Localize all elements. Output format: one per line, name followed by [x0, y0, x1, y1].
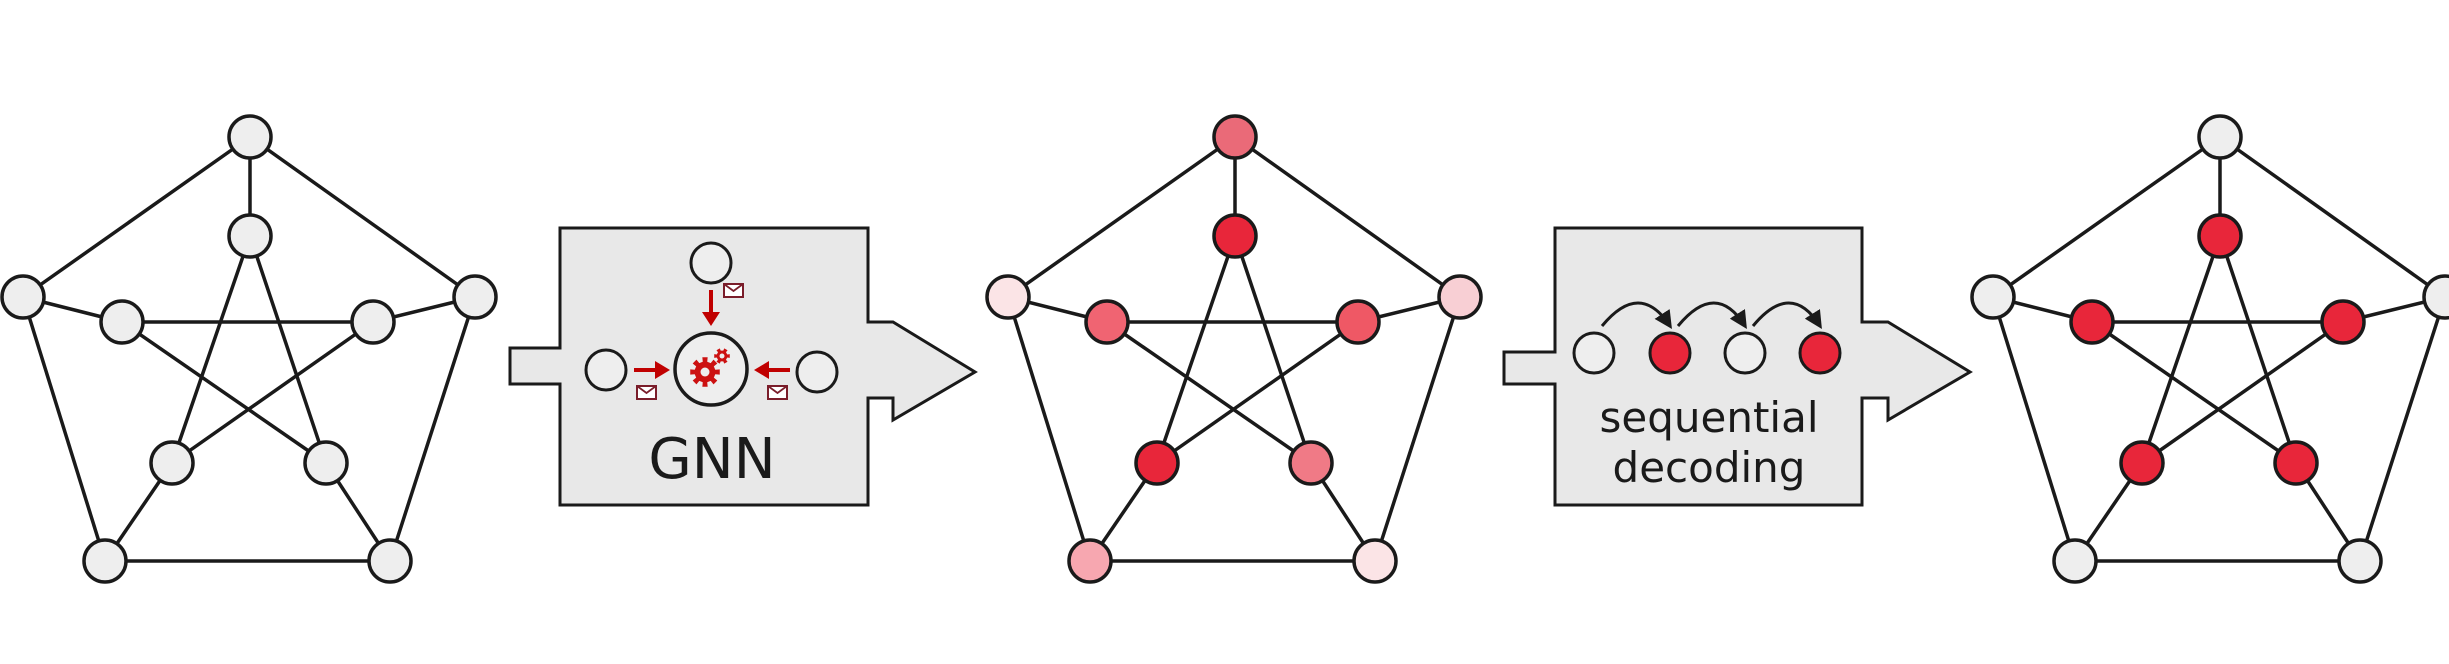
input-graph — [0, 114, 498, 584]
graph-node — [452, 274, 498, 320]
graph-edge — [170, 235, 252, 464]
curved-arrow-icon — [1751, 301, 1822, 330]
probability-graph — [985, 114, 1483, 584]
graph-node — [1288, 440, 1334, 486]
graph-node — [1352, 538, 1398, 584]
graph-node — [2052, 538, 2098, 584]
graph-node — [2337, 538, 2383, 584]
graph-edge — [388, 296, 477, 562]
graph-node — [2119, 440, 2165, 486]
graph-edge — [248, 235, 328, 464]
graph-node — [2422, 274, 2449, 320]
graph-node — [227, 213, 273, 259]
graph-node — [367, 538, 413, 584]
graph-node — [303, 440, 349, 486]
graph-edge — [1373, 296, 1462, 562]
sequence-node-1 — [1572, 331, 1616, 375]
gear-icon — [714, 348, 730, 364]
graph-edge — [2358, 296, 2447, 562]
graph-edge — [2140, 320, 2345, 465]
graph-node — [2069, 299, 2115, 345]
graph-edge — [2218, 135, 2447, 299]
graph-node — [0, 274, 46, 320]
graph-node — [1212, 114, 1258, 160]
envelope-icon — [636, 385, 657, 400]
arrow-right-icon — [634, 361, 670, 379]
graph-edge — [1233, 235, 1313, 464]
arrow-left-icon — [754, 361, 790, 379]
sequence-node-3 — [1723, 331, 1767, 375]
graph-edge — [2140, 235, 2222, 464]
graph-node — [1212, 213, 1258, 259]
graph-node — [2320, 299, 2366, 345]
graph-node — [227, 114, 273, 160]
graph-edge — [21, 296, 107, 562]
gear-hole — [700, 367, 710, 377]
graph-node — [2197, 213, 2243, 259]
decoding-label-line2: decoding — [1613, 443, 1806, 492]
graph-edge — [170, 320, 375, 465]
sequence-node-2 — [1648, 331, 1692, 375]
graph-edge — [1991, 296, 2077, 562]
envelope-icon — [767, 385, 788, 400]
graph-node — [2197, 114, 2243, 160]
gnn-neighbor-node-top — [689, 241, 733, 285]
arrow-down-icon — [702, 290, 720, 326]
graph-edge — [21, 135, 252, 299]
graph-edge — [1006, 135, 1237, 299]
gear-icon — [690, 357, 720, 387]
envelope-icon — [723, 283, 744, 298]
curved-arrow-icon — [1676, 301, 1747, 330]
graph-node — [1437, 274, 1483, 320]
graph-node — [1084, 299, 1130, 345]
gnn-box: GNN — [508, 226, 978, 507]
graph-node — [1335, 299, 1381, 345]
gnn-neighbor-node-right — [795, 350, 839, 394]
graph-node — [99, 299, 145, 345]
graph-node — [2273, 440, 2319, 486]
graph-node — [1970, 274, 2016, 320]
gear-hole — [719, 353, 725, 359]
curved-arrow-icon — [1600, 301, 1672, 330]
graph-edge — [2091, 320, 2297, 465]
graph-edge — [1006, 296, 1092, 562]
gnn-label: GNN — [648, 427, 775, 492]
graph-edge — [248, 135, 477, 299]
graph-node — [985, 274, 1031, 320]
graph-node — [149, 440, 195, 486]
gnn-neighbor-node-left — [584, 348, 628, 392]
graph-edge — [1155, 320, 1360, 465]
graph-edge — [1155, 235, 1237, 464]
graph-edge — [2218, 235, 2298, 464]
decoding-box: sequential decoding — [1502, 226, 1973, 507]
solution-graph — [1970, 114, 2449, 584]
graph-edge — [1233, 135, 1462, 299]
decoding-label-line1: sequential — [1599, 393, 1818, 442]
graph-node — [1067, 538, 1113, 584]
graph-edge — [121, 320, 327, 465]
graph-node — [1134, 440, 1180, 486]
graph-node — [82, 538, 128, 584]
graph-edge — [1991, 135, 2222, 299]
graph-node — [350, 299, 396, 345]
graph-edge — [1106, 320, 1312, 465]
sequence-node-4 — [1798, 331, 1842, 375]
